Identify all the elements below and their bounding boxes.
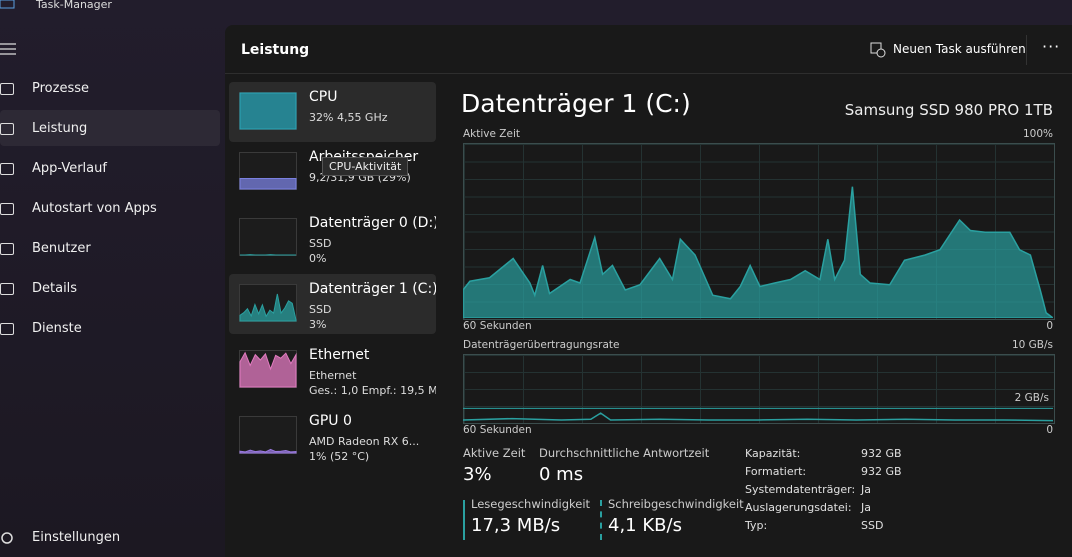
property-value: SSD	[861, 519, 884, 532]
stat-value: 3%	[463, 464, 492, 485]
nav-item[interactable]: Autostart von Apps	[32, 201, 157, 216]
device-name: GPU 0	[309, 413, 352, 429]
graph-frame	[239, 218, 297, 256]
device-graph	[239, 284, 297, 322]
device-item[interactable]: Datenträger 0 (D:) SSD 0%	[229, 208, 436, 268]
nav-item[interactable]: Benutzer	[32, 241, 91, 256]
settings-icon	[1, 532, 13, 544]
detail-title: Datenträger 1 (C:)	[461, 89, 691, 118]
device-name: CPU	[309, 89, 338, 105]
window-title: Task-Manager	[36, 0, 112, 11]
nav-icon	[0, 163, 14, 175]
device-name: Datenträger 1 (C:)	[309, 281, 436, 297]
app-icon	[0, 0, 15, 9]
stat-value: 17,3 MB/s	[471, 515, 561, 536]
device-graph	[239, 92, 297, 130]
chart-title: Aktive Zeit	[463, 128, 520, 140]
chart-x-label: 60 Sekunden	[463, 320, 532, 332]
run-task-button[interactable]: Neuen Task ausführen	[893, 42, 1026, 56]
area	[463, 186, 1053, 318]
property-value: 932 GB	[861, 465, 902, 478]
device-graph-area	[239, 178, 297, 190]
device-name: Ethernet	[309, 347, 370, 363]
device-item[interactable]: CPU 32% 4,55 GHz	[229, 82, 436, 142]
property-label: Auslagerungsdatei:	[745, 501, 852, 514]
device-info: 0%	[309, 252, 327, 265]
device-name: Datenträger 0 (D:)	[309, 215, 436, 231]
chart-max-label: 100%	[1022, 128, 1053, 140]
chart-min-label: 0	[1046, 424, 1053, 436]
chart	[463, 186, 1053, 318]
device-graph-area	[239, 92, 297, 130]
stat-value: 0 ms	[539, 464, 584, 485]
property-value: 932 GB	[861, 447, 902, 460]
run-task-icon	[870, 42, 886, 58]
nav-item[interactable]: Prozesse	[32, 81, 89, 96]
stat-label: Schreibgeschwindigkeit	[608, 497, 744, 511]
nav-item[interactable]: Dienste	[32, 321, 82, 336]
nav-icon	[0, 283, 14, 295]
nav-icon	[0, 323, 14, 335]
device-graph	[239, 416, 297, 454]
nav-icon	[0, 123, 14, 135]
main-panel: Leistung Neuen Task ausführen ··· CPU 32%…	[225, 25, 1072, 557]
nav-icon	[0, 243, 14, 255]
tooltip: CPU-Aktivität	[322, 157, 409, 176]
device-graph-area	[239, 351, 297, 388]
property-value: Ja	[861, 483, 871, 496]
stat-value: 4,1 KB/s	[608, 515, 682, 536]
device-info: 32% 4,55 GHz	[309, 111, 388, 124]
device-info: 1% (52 °C)	[309, 450, 370, 463]
device-item[interactable]: Datenträger 1 (C:) SSD 3%	[229, 274, 436, 334]
nav-item[interactable]: Leistung	[32, 121, 88, 136]
chart-grid	[463, 354, 1055, 424]
nav-item[interactable]: Details	[32, 281, 78, 296]
stat-label: Aktive Zeit	[463, 446, 526, 460]
property-value: Ja	[861, 501, 871, 514]
stat-label: Durchschnittliche Antwortzeit	[539, 446, 710, 460]
tick-label: 2 GB/s	[1014, 392, 1049, 405]
chart	[463, 407, 1053, 422]
page-title: Leistung	[241, 42, 310, 58]
property-label: Formatiert:	[745, 465, 807, 478]
device-info: 3%	[309, 318, 327, 331]
device-info: Ges.: 1,0 Empf.: 19,5 MBit/s	[309, 384, 436, 397]
property-label: Kapazität:	[745, 447, 801, 460]
menu-button[interactable]	[0, 42, 18, 56]
chart-title: Datenträgerübertragungsrate	[463, 339, 620, 351]
nav-icon	[0, 83, 14, 95]
device-graph	[239, 152, 297, 190]
device-info: AMD Radeon RX 6...	[309, 435, 420, 448]
property-label: Typ:	[745, 519, 768, 532]
device-model: Samsung SSD 980 PRO 1TB	[844, 101, 1053, 119]
property-label: Systemdatenträger:	[745, 483, 856, 496]
write-bar	[600, 500, 602, 540]
nav-selected-bg	[0, 110, 220, 146]
device-graph-area	[239, 448, 297, 454]
device-info: SSD	[309, 237, 332, 250]
nav-icon	[0, 203, 14, 215]
more-button[interactable]: ···	[1042, 37, 1061, 56]
device-item[interactable]: GPU 0 AMD Radeon RX 6... 1% (52 °C)	[229, 406, 436, 466]
divider	[1026, 35, 1027, 65]
device-item[interactable]: Ethernet Ethernet Ges.: 1,0 Empf.: 19,5 MB…	[229, 340, 436, 400]
graph-frame	[239, 416, 297, 454]
device-info: Ethernet	[309, 369, 357, 382]
device-graph	[239, 218, 297, 256]
device-info: SSD	[309, 303, 332, 316]
line	[463, 412, 1053, 422]
nav-item[interactable]: App-Verlauf	[32, 161, 107, 176]
chart-x-label: 60 Sekunden	[463, 424, 532, 436]
stat-label: Lesegeschwindigkeit	[471, 497, 591, 511]
chart-min-label: 0	[1046, 320, 1053, 332]
device-graph	[239, 350, 297, 388]
read-bar	[463, 500, 465, 540]
chart-max-label: 10 GB/s	[1011, 339, 1053, 351]
device-graph-area	[239, 293, 297, 322]
settings-link[interactable]: Einstellungen	[32, 530, 121, 545]
header-divider	[225, 73, 1072, 74]
